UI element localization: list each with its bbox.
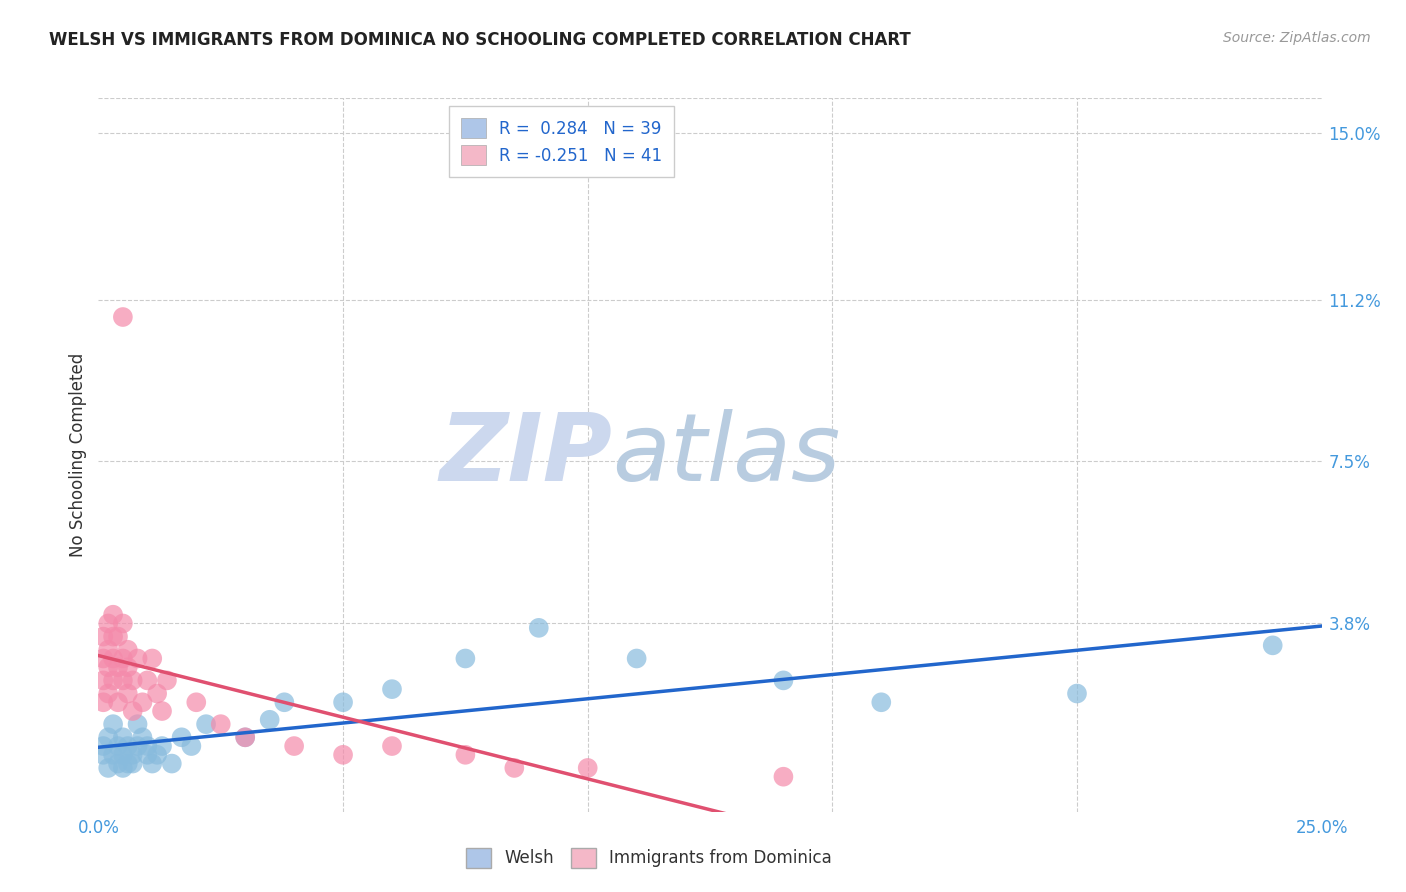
Point	[503, 761, 526, 775]
Point	[91, 651, 114, 665]
Point	[107, 756, 129, 771]
Point	[150, 704, 173, 718]
Point	[121, 747, 143, 762]
Point	[136, 673, 159, 688]
Legend: Welsh, Immigrants from Dominica: Welsh, Immigrants from Dominica	[460, 841, 838, 875]
Point	[97, 761, 120, 775]
Point	[91, 747, 114, 762]
Point	[107, 660, 129, 674]
Text: atlas: atlas	[612, 409, 841, 500]
Point	[111, 673, 134, 688]
Point	[127, 651, 149, 665]
Point	[170, 731, 193, 745]
Point	[131, 695, 153, 709]
Point	[91, 739, 114, 753]
Point	[101, 717, 124, 731]
Point	[91, 630, 114, 644]
Point	[91, 673, 114, 688]
Point	[283, 739, 305, 753]
Point	[454, 747, 477, 762]
Point	[101, 651, 124, 665]
Point	[117, 686, 139, 700]
Point	[111, 761, 134, 775]
Point	[180, 739, 202, 753]
Point	[121, 756, 143, 771]
Y-axis label: No Schooling Completed: No Schooling Completed	[69, 353, 87, 557]
Point	[97, 642, 120, 657]
Point	[121, 673, 143, 688]
Point	[195, 717, 218, 731]
Point	[146, 686, 169, 700]
Point	[209, 717, 232, 731]
Point	[150, 739, 173, 753]
Point	[97, 731, 120, 745]
Point	[160, 756, 183, 771]
Point	[332, 747, 354, 762]
Point	[117, 739, 139, 753]
Point	[233, 731, 256, 745]
Point	[127, 739, 149, 753]
Point	[772, 673, 794, 688]
Point	[111, 310, 134, 324]
Point	[127, 717, 149, 731]
Text: ZIP: ZIP	[439, 409, 612, 501]
Point	[156, 673, 179, 688]
Point	[141, 651, 163, 665]
Point	[527, 621, 550, 635]
Point	[454, 651, 477, 665]
Point	[107, 739, 129, 753]
Point	[146, 747, 169, 762]
Point	[1261, 638, 1284, 652]
Point	[101, 673, 124, 688]
Point	[111, 651, 134, 665]
Point	[117, 756, 139, 771]
Point	[101, 607, 124, 622]
Point	[101, 747, 124, 762]
Point	[233, 731, 256, 745]
Point	[870, 695, 893, 709]
Point	[273, 695, 295, 709]
Point	[136, 747, 159, 762]
Text: Source: ZipAtlas.com: Source: ZipAtlas.com	[1223, 31, 1371, 45]
Point	[101, 630, 124, 644]
Point	[381, 739, 404, 753]
Point	[107, 630, 129, 644]
Point	[97, 660, 120, 674]
Point	[141, 756, 163, 771]
Point	[107, 695, 129, 709]
Point	[91, 695, 114, 709]
Point	[97, 616, 120, 631]
Point	[111, 731, 134, 745]
Point	[117, 660, 139, 674]
Point	[117, 642, 139, 657]
Point	[111, 747, 134, 762]
Point	[136, 739, 159, 753]
Point	[1066, 686, 1088, 700]
Point	[97, 686, 120, 700]
Point	[131, 731, 153, 745]
Point	[332, 695, 354, 709]
Text: WELSH VS IMMIGRANTS FROM DOMINICA NO SCHOOLING COMPLETED CORRELATION CHART: WELSH VS IMMIGRANTS FROM DOMINICA NO SCH…	[49, 31, 911, 49]
Point	[381, 682, 404, 697]
Point	[772, 770, 794, 784]
Point	[186, 695, 208, 709]
Point	[626, 651, 648, 665]
Point	[259, 713, 281, 727]
Point	[121, 704, 143, 718]
Point	[576, 761, 599, 775]
Point	[111, 616, 134, 631]
